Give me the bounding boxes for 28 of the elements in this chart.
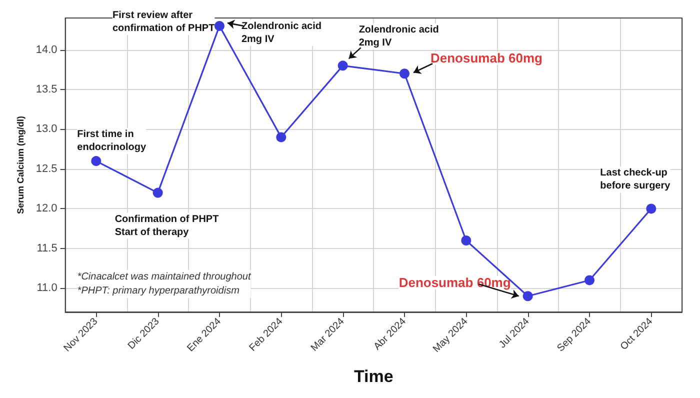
point [646,204,656,214]
point [91,156,102,166]
y-tick-label: 11.5 [36,242,58,254]
point [522,291,533,302]
annotation: First review after confirmation of PHPT [112,10,215,34]
annotation: *Cinacalcet was maintained throughout *PHPT: primary hyperparathyroidism [77,272,252,296]
annotation: Denosumab 60mg [398,275,511,290]
annotation: Last check-up before surgery [600,168,671,192]
point [152,188,163,198]
annotation: Denosumab 60mg [430,50,543,66]
x-axis-title: Time [354,367,394,386]
point [584,275,594,286]
y-tick-label: 12.5 [36,162,58,175]
annotation: Confirmation of PHPT Start of therapy [114,214,219,238]
annotation: First time in endocrinology [77,129,146,154]
y-tick-label: 11.0 [36,282,58,294]
annotation: Zolendronic acid 2mg IV [358,24,439,49]
point [461,235,472,246]
y-axis-title: Serum Calcium (mg/dl) [16,116,26,214]
point [214,20,224,31]
annotation: Zolendronic acid 2mg IV [241,20,322,45]
point [400,68,410,79]
y-tick-label: 14.0 [36,44,58,56]
point [276,132,286,142]
point [338,60,348,71]
y-tick-label: 13.5 [36,84,58,96]
y-tick-label: 13.0 [36,123,58,136]
y-tick-label: 12.0 [36,202,58,215]
